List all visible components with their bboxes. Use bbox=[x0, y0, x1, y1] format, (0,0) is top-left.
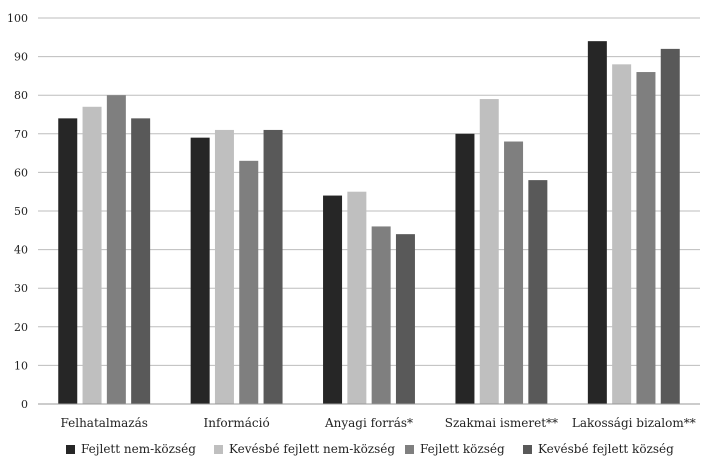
y-tick-label: 10 bbox=[14, 359, 28, 372]
bar bbox=[190, 137, 210, 404]
y-tick-label: 30 bbox=[14, 282, 28, 295]
bar bbox=[455, 133, 475, 405]
legend: Fejlett nem-község Kevésbé fejlett nem-kö… bbox=[66, 442, 674, 456]
legend-swatch bbox=[405, 445, 414, 454]
y-axis-ticks: 0 10 20 30 40 50 60 70 80 90 100 bbox=[7, 12, 28, 411]
bar bbox=[82, 106, 102, 404]
bar bbox=[323, 195, 343, 404]
x-axis-categories: Felhatalmazás Információ Anyagi forrás* Sza… bbox=[60, 416, 695, 430]
category-label: Felhatalmazás bbox=[60, 416, 147, 430]
bar bbox=[636, 72, 656, 404]
y-tick-label: 100 bbox=[7, 12, 28, 25]
bar bbox=[504, 141, 524, 404]
bar bbox=[131, 118, 151, 405]
legend-label: Kevésbé fejlett község bbox=[538, 442, 674, 456]
y-tick-label: 70 bbox=[14, 128, 28, 141]
category-label: Információ bbox=[204, 416, 270, 430]
bar bbox=[214, 129, 234, 404]
bar bbox=[395, 234, 415, 404]
y-tick-label: 20 bbox=[14, 321, 28, 334]
bar bbox=[660, 48, 680, 404]
bar bbox=[239, 160, 259, 404]
category-label: Szakmai ismeret** bbox=[445, 416, 558, 430]
y-tick-label: 0 bbox=[21, 398, 28, 411]
legend-label: Kevésbé fejlett nem-község bbox=[229, 442, 395, 456]
category-label: Lakossági bizalom** bbox=[572, 416, 696, 430]
bar bbox=[106, 95, 126, 404]
legend-swatch bbox=[523, 445, 532, 454]
y-tick-label: 60 bbox=[14, 166, 28, 179]
y-tick-label: 80 bbox=[14, 89, 28, 102]
category-label: Anyagi forrás* bbox=[324, 416, 413, 430]
bar bbox=[528, 180, 548, 404]
y-tick-label: 90 bbox=[14, 51, 28, 64]
bar bbox=[479, 99, 499, 404]
bar bbox=[587, 41, 607, 404]
legend-swatch bbox=[214, 445, 223, 454]
bar bbox=[263, 129, 283, 404]
bar bbox=[371, 226, 391, 404]
bar bbox=[347, 191, 367, 404]
y-tick-label: 50 bbox=[14, 205, 28, 218]
legend-swatch bbox=[66, 445, 75, 454]
y-tick-label: 40 bbox=[14, 244, 28, 257]
legend-label: Fejlett nem-község bbox=[81, 442, 196, 456]
legend-label: Fejlett község bbox=[420, 442, 505, 456]
bar bbox=[58, 118, 78, 405]
bar bbox=[612, 64, 632, 404]
bars bbox=[58, 41, 680, 405]
